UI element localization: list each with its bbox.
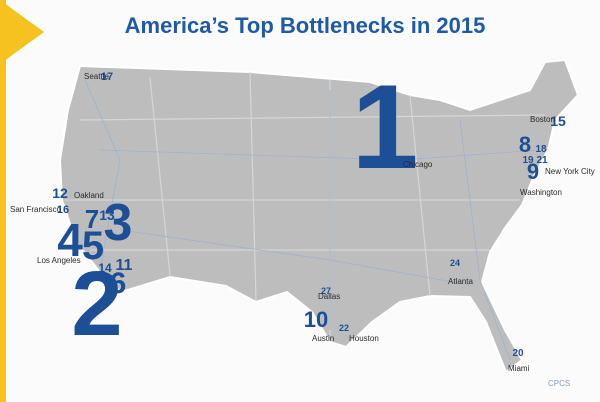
rank-label: 6: [110, 267, 127, 300]
rank-label: 22: [339, 323, 349, 333]
us-map: [58, 58, 580, 374]
rank-label: 9: [527, 159, 539, 184]
city-label: Seattle: [84, 72, 109, 81]
rank-label: 14: [98, 261, 112, 275]
city-label: Atlanta: [448, 277, 473, 286]
rank-label: 21: [536, 155, 548, 166]
city-label: New York City: [545, 167, 595, 176]
rank-label: 24: [450, 258, 460, 268]
city-label: Austin: [312, 334, 334, 343]
rank-label: 15: [550, 113, 566, 129]
rank-label: 11: [116, 257, 133, 274]
rank-label: 12: [52, 185, 68, 201]
rank-label: 18: [535, 144, 547, 155]
rank-label: 19: [522, 155, 534, 166]
city-label: Los Angeles: [37, 256, 81, 265]
accent-arrow: [0, 0, 44, 64]
city-label: Washington: [520, 188, 562, 197]
rank-label: 3: [104, 194, 133, 252]
highways: [84, 79, 541, 361]
rank-label: 13: [99, 207, 115, 223]
city-label: Chicago: [403, 160, 433, 169]
city-label: Oakland: [74, 191, 104, 200]
rank-label: 10: [304, 307, 328, 332]
credit: CPCS: [548, 379, 570, 388]
rank-label: 17: [101, 71, 113, 83]
rank-label: 27: [321, 286, 331, 296]
accent-bar: [0, 0, 6, 402]
city-label: San Francisco: [10, 205, 62, 214]
city-label: Dallas: [318, 292, 340, 301]
rank-label: 1: [352, 60, 419, 194]
title: America’s Top Bottlenecks in 2015: [125, 13, 486, 38]
city-label: Houston: [349, 334, 379, 343]
rank-label: 7: [85, 204, 99, 234]
city-label: Miami: [508, 364, 530, 373]
rank-label: 20: [512, 348, 524, 359]
rank-label: 2: [71, 253, 122, 355]
rank-label: 5: [82, 224, 104, 268]
rank-label: 16: [57, 204, 69, 216]
rank-label: 8: [519, 132, 531, 157]
city-label: Boston: [530, 115, 555, 124]
rank-label: 4: [57, 214, 83, 266]
